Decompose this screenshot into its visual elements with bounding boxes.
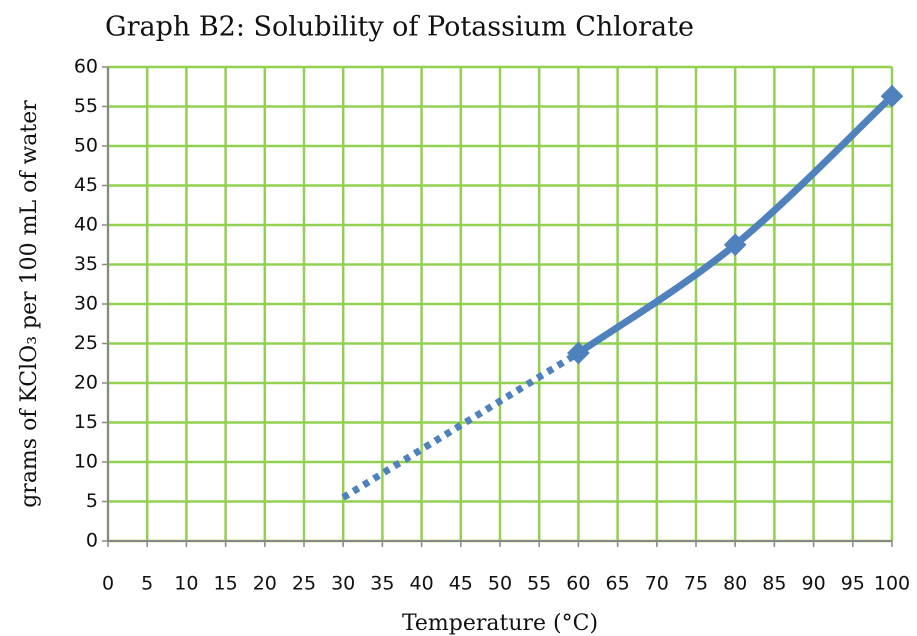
x-tick-label: 40	[410, 573, 434, 595]
y-axis-title: grams of KClO₃ per 100 mL of water	[17, 100, 42, 508]
x-tick-label: 75	[684, 573, 708, 595]
x-axis-title: Temperature (°C)	[402, 611, 598, 636]
x-tick-label: 80	[723, 573, 747, 595]
y-tick-label: 45	[74, 174, 98, 196]
x-tick-label: 60	[566, 573, 590, 595]
y-tick-label: 55	[74, 95, 98, 117]
x-tick-label: 95	[841, 573, 865, 595]
x-tick-label: 10	[174, 573, 198, 595]
y-tick-label: 35	[74, 253, 98, 275]
y-tick-label: 10	[74, 451, 98, 473]
x-tick-label: 20	[253, 573, 277, 595]
y-tick-label: 30	[74, 293, 98, 315]
y-tick-label: 15	[74, 411, 98, 433]
x-tick-label: 50	[488, 573, 512, 595]
x-tick-label: 55	[527, 573, 551, 595]
chart-title: Graph B2: Solubility of Potassium Chlora…	[105, 12, 694, 43]
x-tick-label: 100	[874, 573, 910, 595]
y-tick-label: 50	[74, 135, 98, 157]
x-tick-label: 30	[331, 573, 355, 595]
x-tick-label: 85	[762, 573, 786, 595]
x-tick-label: 65	[606, 573, 630, 595]
x-tick-label: 90	[802, 573, 826, 595]
y-tick-label: 25	[74, 332, 98, 354]
x-tick-label: 25	[292, 573, 316, 595]
x-tick-label: 35	[370, 573, 394, 595]
y-tick-label: 40	[74, 214, 98, 236]
y-tick-label: 20	[74, 372, 98, 394]
x-tick-label: 45	[449, 573, 473, 595]
data-point	[880, 84, 904, 108]
x-tick-label: 5	[141, 573, 153, 595]
series-line	[341, 349, 581, 501]
y-tick-label: 0	[86, 530, 98, 552]
x-tick-label: 15	[214, 573, 238, 595]
data-point	[567, 341, 590, 365]
y-tick-label: 60	[74, 56, 98, 78]
x-tick-label: 70	[645, 573, 669, 595]
x-tick-label: 0	[102, 573, 114, 595]
y-tick-label: 5	[86, 490, 98, 512]
